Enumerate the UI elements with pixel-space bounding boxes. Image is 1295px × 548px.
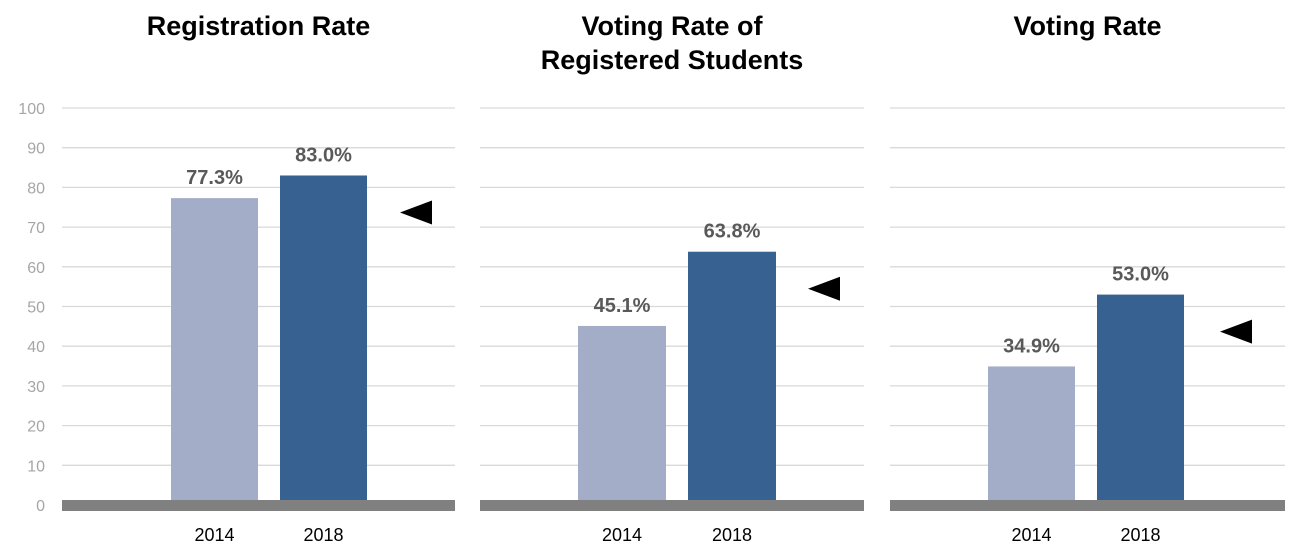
y-axis-ticks: 0 10 20 30 40 50 60 70 80 90 100 xyxy=(18,101,45,515)
y-tick-label: 100 xyxy=(18,101,45,118)
chart-panel-3: Voting Rate 34.9% 2014 53.0% 2018 xyxy=(890,11,1285,545)
x-tick-label: 2014 xyxy=(1011,525,1051,545)
bar-2018 xyxy=(688,251,776,505)
y-tick-label: 30 xyxy=(27,379,45,396)
data-label: 53.0% xyxy=(1112,264,1169,286)
y-tick-label: 90 xyxy=(27,141,45,158)
chart-title: Voting Rate xyxy=(1014,11,1162,41)
y-tick-label: 40 xyxy=(27,339,45,356)
chart-panel-2: Voting Rate of Registered Students 45.1% 20… xyxy=(480,11,864,545)
chart-title-line: Voting Rate of xyxy=(582,11,764,41)
y-tick-label: 80 xyxy=(27,180,45,197)
y-tick-label: 60 xyxy=(27,260,45,277)
y-tick-label: 10 xyxy=(27,458,45,475)
left-pointing-triangle-icon xyxy=(400,200,432,225)
y-tick-label: 70 xyxy=(27,220,45,237)
data-label: 45.1% xyxy=(594,295,651,317)
left-pointing-triangle-icon xyxy=(808,276,840,301)
x-axis-baseline xyxy=(890,500,1285,511)
x-tick-label: 2014 xyxy=(194,525,234,545)
x-tick-label: 2018 xyxy=(712,525,752,545)
x-tick-label: 2018 xyxy=(303,525,343,545)
chart-title: Registration Rate xyxy=(147,11,371,41)
y-tick-label: 20 xyxy=(27,419,45,436)
chart-title-line: Registered Students xyxy=(541,45,804,75)
bar-2014 xyxy=(171,198,258,505)
left-pointing-triangle-icon xyxy=(1220,319,1252,344)
x-tick-label: 2018 xyxy=(1120,525,1160,545)
bar-2018 xyxy=(1097,294,1184,505)
y-tick-label: 50 xyxy=(27,300,45,317)
data-label: 77.3% xyxy=(186,167,243,189)
bar-2014 xyxy=(578,325,666,505)
y-tick-label: 0 xyxy=(36,498,45,515)
chart-panel-1: Registration Rate 77.3% 2014 83.0% 2018 xyxy=(62,11,455,545)
x-axis-baseline xyxy=(62,500,455,511)
bar-2014 xyxy=(988,366,1075,505)
data-label: 63.8% xyxy=(704,221,761,243)
data-label: 83.0% xyxy=(295,144,352,166)
x-axis-baseline xyxy=(480,500,864,511)
x-tick-label: 2014 xyxy=(602,525,642,545)
data-label: 34.9% xyxy=(1003,335,1060,357)
bar-2018 xyxy=(280,175,367,506)
